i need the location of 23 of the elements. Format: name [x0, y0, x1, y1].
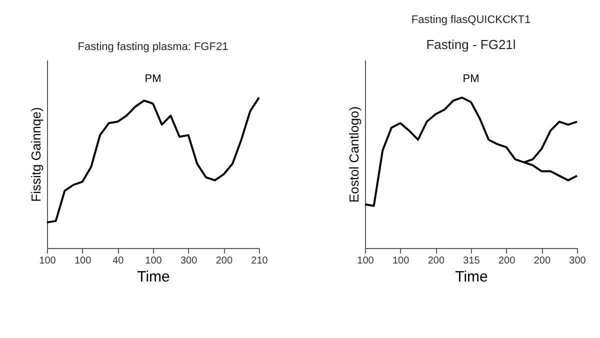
x-tick-label: 200 [498, 256, 516, 266]
chart-title: Fasting flasQUICKCKT1 [411, 14, 531, 26]
x-tick-label: 210 [251, 256, 268, 266]
chart-title: Fasting fasting plasma: FGF21 [78, 41, 228, 53]
x-tick-label: 100 [74, 256, 92, 266]
y-axis-title: Fissitg Gainnqe) [28, 107, 44, 202]
x-tick-label: 100 [357, 256, 374, 266]
text: PM [144, 72, 162, 85]
x-tick-label: 200 [534, 256, 551, 266]
x-axis-title: Time [455, 268, 488, 286]
x-tick-label: 300 [180, 256, 198, 266]
x-tick-label: 200 [216, 256, 233, 266]
x-tick-label: 300 [569, 256, 586, 266]
x-tick-label: 100 [392, 256, 410, 266]
x-tick-label: 40 [112, 256, 124, 266]
x-tick-label: 315 [463, 256, 480, 266]
y-axis-title: Eostol Cantlogo) [346, 106, 362, 203]
x-tick-label: 100 [39, 256, 56, 266]
x-axis-title: Time [137, 268, 170, 286]
x-tick-label: 100 [145, 256, 162, 266]
chart-subtitle: Fasting - FG21l [426, 37, 516, 52]
text: PM [462, 72, 480, 85]
x-tick-label: 200 [428, 256, 445, 266]
